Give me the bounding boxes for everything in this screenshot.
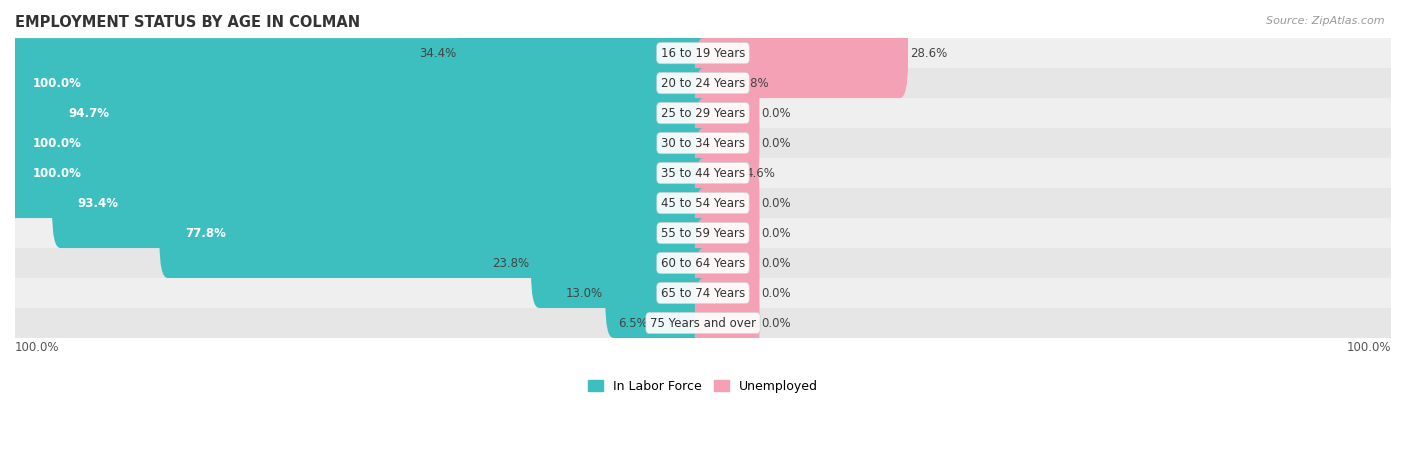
FancyBboxPatch shape xyxy=(695,188,759,278)
Text: 55 to 59 Years: 55 to 59 Years xyxy=(661,226,745,239)
Text: 28.6%: 28.6% xyxy=(910,47,948,59)
FancyBboxPatch shape xyxy=(695,248,759,338)
Text: 3.8%: 3.8% xyxy=(740,76,769,90)
Text: EMPLOYMENT STATUS BY AGE IN COLMAN: EMPLOYMENT STATUS BY AGE IN COLMAN xyxy=(15,15,360,30)
Bar xyxy=(15,98,1391,128)
Text: 16 to 19 Years: 16 to 19 Years xyxy=(661,47,745,59)
Text: 0.0%: 0.0% xyxy=(762,197,792,210)
FancyBboxPatch shape xyxy=(7,128,711,218)
Text: 0.0%: 0.0% xyxy=(762,287,792,300)
Text: 13.0%: 13.0% xyxy=(567,287,603,300)
Bar xyxy=(15,158,1391,188)
Text: Source: ZipAtlas.com: Source: ZipAtlas.com xyxy=(1267,16,1385,26)
Text: 6.5%: 6.5% xyxy=(619,316,648,329)
Text: 77.8%: 77.8% xyxy=(186,226,226,239)
Text: 20 to 24 Years: 20 to 24 Years xyxy=(661,76,745,90)
FancyBboxPatch shape xyxy=(606,248,711,338)
FancyBboxPatch shape xyxy=(531,218,711,308)
Text: 100.0%: 100.0% xyxy=(15,341,59,354)
Text: 34.4%: 34.4% xyxy=(419,47,456,59)
FancyBboxPatch shape xyxy=(650,278,711,368)
Bar xyxy=(15,218,1391,248)
Text: 0.0%: 0.0% xyxy=(762,137,792,149)
Bar xyxy=(15,248,1391,278)
Text: 4.6%: 4.6% xyxy=(745,166,775,180)
Bar xyxy=(15,128,1391,158)
Bar xyxy=(15,188,1391,218)
FancyBboxPatch shape xyxy=(695,218,759,308)
Text: 0.0%: 0.0% xyxy=(762,107,792,120)
Text: 30 to 34 Years: 30 to 34 Years xyxy=(661,137,745,149)
Text: 100.0%: 100.0% xyxy=(32,137,82,149)
FancyBboxPatch shape xyxy=(695,38,737,128)
Bar xyxy=(15,68,1391,98)
Bar xyxy=(15,278,1391,308)
Bar xyxy=(15,308,1391,338)
Text: 75 Years and over: 75 Years and over xyxy=(650,316,756,329)
Bar xyxy=(15,38,1391,68)
FancyBboxPatch shape xyxy=(458,8,711,98)
Text: 0.0%: 0.0% xyxy=(762,316,792,329)
Text: 0.0%: 0.0% xyxy=(762,256,792,270)
FancyBboxPatch shape xyxy=(695,8,908,98)
Text: 93.4%: 93.4% xyxy=(77,197,118,210)
FancyBboxPatch shape xyxy=(159,188,711,278)
FancyBboxPatch shape xyxy=(695,158,759,248)
Text: 35 to 44 Years: 35 to 44 Years xyxy=(661,166,745,180)
FancyBboxPatch shape xyxy=(695,68,759,158)
Text: 65 to 74 Years: 65 to 74 Years xyxy=(661,287,745,300)
Text: 100.0%: 100.0% xyxy=(32,76,82,90)
Text: 25 to 29 Years: 25 to 29 Years xyxy=(661,107,745,120)
FancyBboxPatch shape xyxy=(7,98,711,188)
FancyBboxPatch shape xyxy=(44,68,711,158)
FancyBboxPatch shape xyxy=(52,158,711,248)
FancyBboxPatch shape xyxy=(695,128,742,218)
Text: 100.0%: 100.0% xyxy=(32,166,82,180)
Text: 60 to 64 Years: 60 to 64 Years xyxy=(661,256,745,270)
FancyBboxPatch shape xyxy=(695,278,759,368)
FancyBboxPatch shape xyxy=(695,98,759,188)
Text: 23.8%: 23.8% xyxy=(492,256,529,270)
Legend: In Labor Force, Unemployed: In Labor Force, Unemployed xyxy=(583,375,823,398)
FancyBboxPatch shape xyxy=(7,38,711,128)
Text: 45 to 54 Years: 45 to 54 Years xyxy=(661,197,745,210)
Text: 0.0%: 0.0% xyxy=(762,226,792,239)
Text: 100.0%: 100.0% xyxy=(1347,341,1391,354)
Text: 94.7%: 94.7% xyxy=(69,107,110,120)
